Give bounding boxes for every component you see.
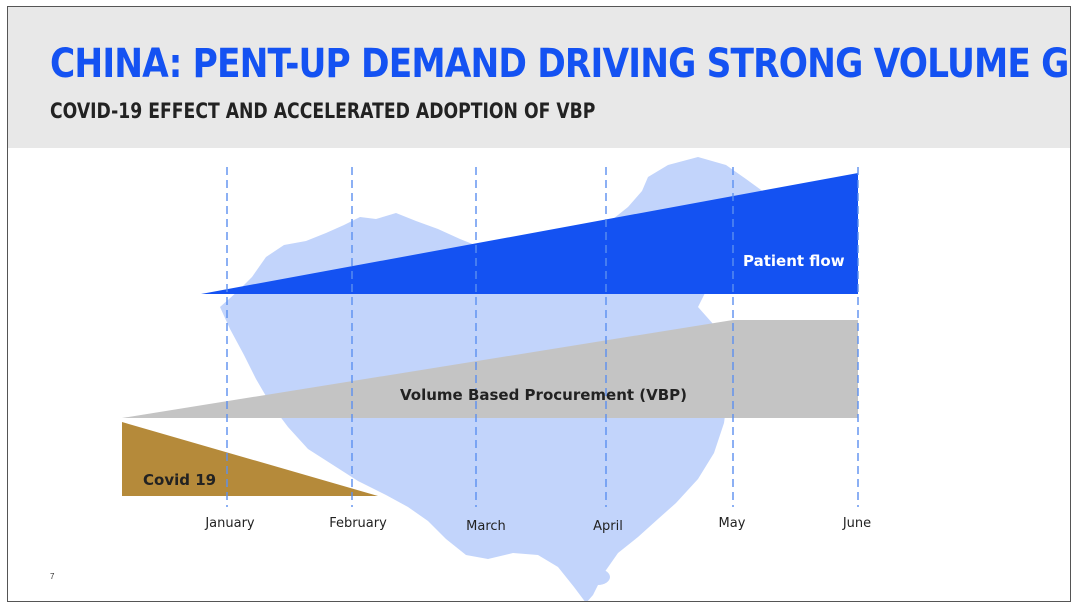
page-subtitle: COVID-19 EFFECT AND ACCELERATED ADOPTION… bbox=[50, 99, 596, 123]
month-label-march: March bbox=[466, 519, 506, 534]
vbp-label: Volume Based Procurement (VBP) bbox=[400, 386, 687, 404]
island-shape bbox=[586, 569, 610, 585]
page-number: 7 bbox=[50, 572, 55, 581]
vbp-band bbox=[122, 320, 858, 418]
month-gridlines bbox=[226, 167, 859, 507]
month-label-february: February bbox=[329, 516, 387, 531]
timeline-diagram: Patient flow Volume Based Procurement (V… bbox=[122, 157, 871, 601]
month-label-april: April bbox=[593, 519, 623, 534]
slide: CHINA: PENT-UP DEMAND DRIVING STRONG VOL… bbox=[7, 6, 1071, 602]
month-label-june: June bbox=[842, 516, 871, 531]
page-title: CHINA: PENT-UP DEMAND DRIVING STRONG VOL… bbox=[50, 41, 1070, 87]
month-label-may: May bbox=[719, 516, 746, 531]
header-band: CHINA: PENT-UP DEMAND DRIVING STRONG VOL… bbox=[8, 7, 1070, 148]
month-label-january: January bbox=[204, 516, 255, 531]
patient-flow-label: Patient flow bbox=[743, 252, 845, 270]
patient-flow-band bbox=[201, 173, 858, 294]
covid-label: Covid 19 bbox=[143, 471, 216, 489]
covid-band bbox=[122, 422, 378, 496]
